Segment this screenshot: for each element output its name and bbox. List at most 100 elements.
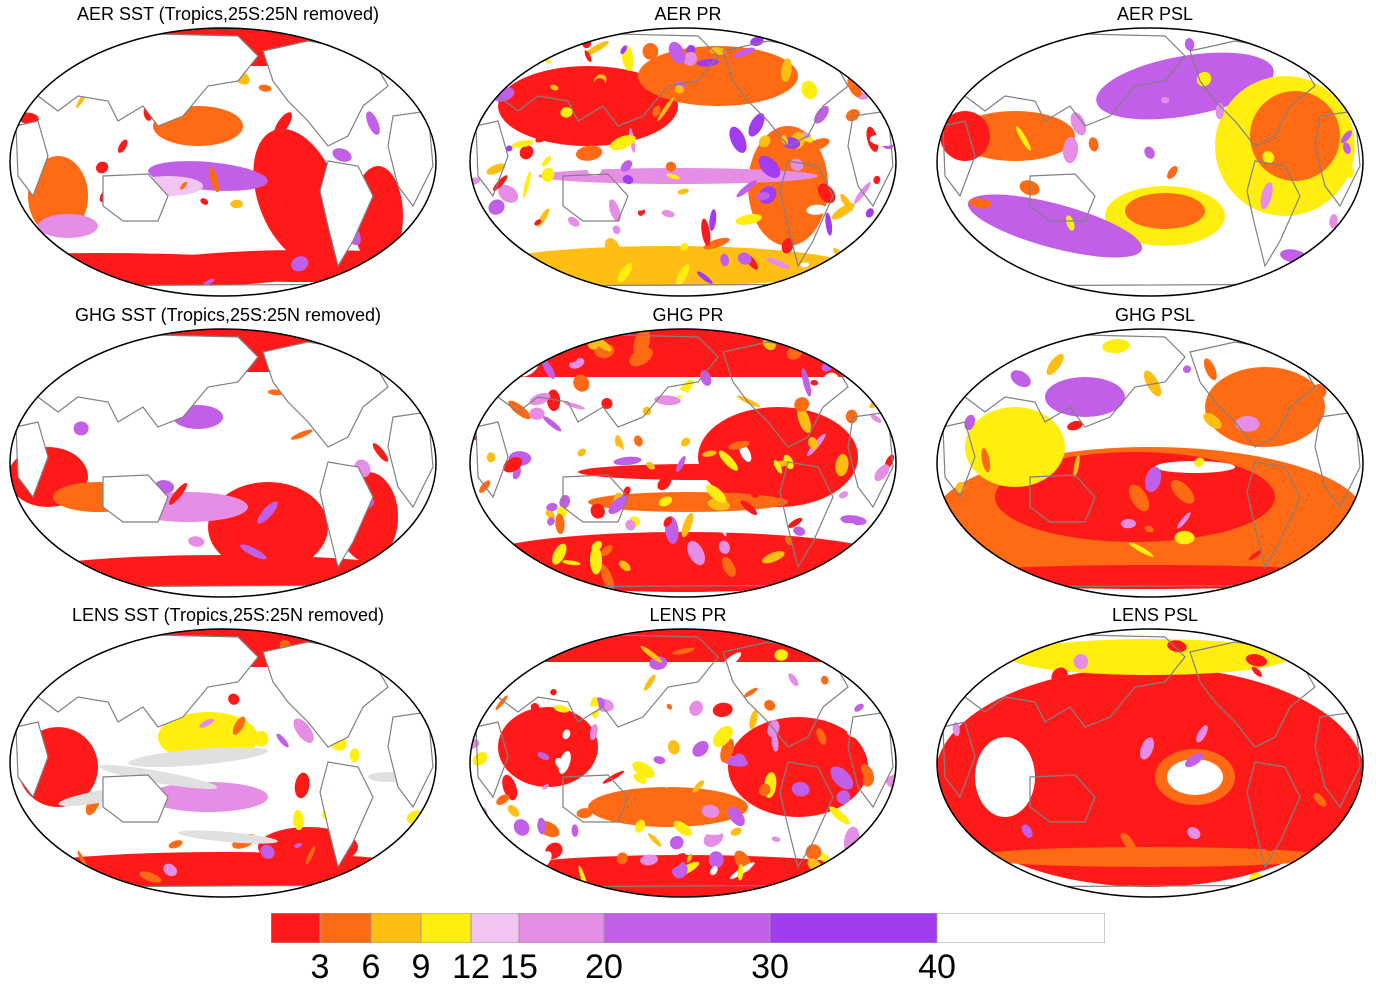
field-speckle — [472, 752, 488, 766]
field-region — [1167, 759, 1223, 795]
field-speckle — [502, 859, 519, 876]
field-speckle — [602, 770, 625, 784]
coastline — [779, 160, 834, 268]
field-speckle — [643, 674, 656, 691]
field-speckle — [578, 190, 608, 205]
field-speckle — [354, 533, 366, 541]
field-speckle — [555, 757, 565, 770]
field-speckle — [696, 329, 706, 356]
field-speckle — [532, 572, 548, 594]
field-speckle — [820, 675, 829, 685]
map-border — [469, 628, 897, 898]
field-speckle — [698, 129, 712, 141]
field-speckle — [503, 457, 523, 473]
field-region — [498, 707, 598, 787]
field-speckle — [801, 368, 812, 397]
field-speckle — [692, 780, 705, 793]
field-speckle — [1128, 484, 1150, 512]
coastline — [15, 421, 49, 499]
map-lens-psl — [936, 628, 1364, 898]
map-border — [469, 27, 897, 297]
field-speckle — [825, 212, 833, 236]
coastline — [1246, 160, 1301, 268]
field-region — [940, 111, 990, 161]
field-speckle — [667, 740, 680, 755]
map-aer-pr — [469, 27, 897, 297]
field-speckle — [600, 564, 615, 592]
map-lens-sst — [9, 628, 437, 898]
field-speckle — [692, 740, 709, 757]
field-region — [1250, 91, 1340, 181]
field-speckle — [589, 724, 598, 741]
field-speckle — [686, 853, 693, 863]
field-speckle — [168, 840, 183, 849]
field-speckle — [893, 206, 896, 223]
field-speckle — [643, 382, 655, 397]
field-region — [1155, 461, 1235, 473]
field-speckle — [476, 396, 483, 409]
field-speckle — [613, 456, 642, 466]
panel-ghg-pr: GHG PR — [468, 305, 908, 605]
panel-title: GHG SST (Tropics,25S:25N removed) — [74, 305, 382, 325]
field-speckle — [816, 728, 827, 745]
field-speckle — [199, 718, 215, 728]
panel-aer-pr: AER PR — [468, 4, 908, 304]
field-region — [1045, 377, 1125, 417]
field-speckle — [1015, 126, 1031, 151]
field-speckle — [774, 649, 788, 661]
field-speckle — [715, 513, 727, 537]
field-speckle — [14, 518, 23, 548]
field-speckle — [614, 874, 624, 883]
field-speckle — [642, 42, 659, 60]
field-region — [538, 168, 818, 184]
masked-region — [178, 830, 278, 844]
field-speckle — [801, 80, 818, 100]
field-speckle — [829, 806, 850, 825]
field-speckle — [1144, 525, 1154, 533]
field-speckle — [1262, 151, 1275, 164]
field-speckle — [21, 869, 41, 895]
field-speckle — [505, 257, 513, 271]
field-speckle — [640, 645, 663, 663]
field-speckle — [498, 184, 519, 203]
field-speckle — [258, 84, 272, 92]
field-speckle — [571, 824, 579, 837]
field-speckle — [865, 208, 874, 218]
field-speckle — [840, 515, 867, 526]
colorbar-label: 30 — [751, 948, 789, 986]
field-speckle — [860, 764, 874, 780]
coastline — [102, 173, 169, 222]
field-speckle — [659, 773, 674, 788]
field-speckle — [808, 62, 837, 77]
field-speckle — [657, 476, 672, 491]
field-speckle — [293, 809, 304, 831]
field-speckle — [696, 271, 713, 284]
panel-lens-pr: LENS PR — [468, 605, 908, 905]
field-speckle — [658, 496, 673, 507]
field-speckle — [729, 126, 747, 153]
field-speckle — [709, 209, 717, 231]
field-speckle — [230, 199, 243, 209]
field-speckle — [601, 545, 613, 557]
field-speckle — [668, 41, 686, 64]
field-speckle — [612, 225, 621, 235]
field-speckle — [488, 199, 505, 215]
field-speckle — [542, 784, 549, 790]
field-speckle — [818, 648, 835, 656]
field-speckle — [504, 852, 525, 868]
field-speckle — [800, 262, 810, 268]
field-speckle — [654, 395, 681, 406]
field-speckle — [821, 570, 846, 589]
field-speckle — [17, 846, 34, 865]
field-speckle — [1329, 213, 1338, 229]
field-speckle — [764, 699, 776, 711]
field-speckle — [618, 560, 631, 572]
field-speckle — [577, 706, 600, 715]
field-layer — [470, 629, 896, 897]
colorbar-swatch — [370, 913, 422, 943]
field-speckle — [481, 851, 495, 867]
field-speckle — [1312, 384, 1327, 399]
field-speckle — [965, 354, 982, 369]
field-speckle — [964, 414, 976, 431]
field-speckle — [17, 371, 39, 384]
